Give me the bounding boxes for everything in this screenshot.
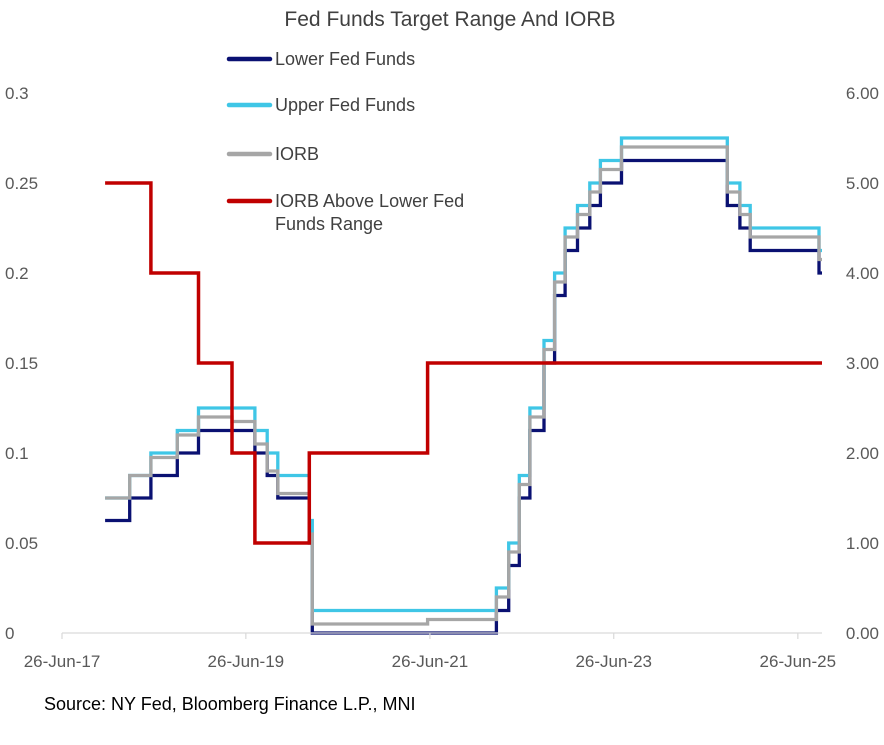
series-line-3 <box>105 181 822 545</box>
y-right-tick-label: 2.00 <box>846 444 879 463</box>
y-left-tick-label: 0.25 <box>5 174 38 193</box>
y-left-tick-label: 0.1 <box>5 444 29 463</box>
y-left-tick-label: 0.2 <box>5 264 29 283</box>
y-axis-right: 0.00 1.00 2.00 3.00 4.00 5.00 6.00 <box>846 84 879 643</box>
legend-label-0: Lower Fed Funds <box>275 49 415 69</box>
y-left-tick-label: 0.3 <box>5 84 29 103</box>
chart: Fed Funds Target Range And IORB 26-Jun-1… <box>5 8 879 671</box>
y-left-tick-label: 0 <box>5 624 14 643</box>
series-line-1 <box>105 136 822 613</box>
x-axis: 26-Jun-17 26-Jun-19 26-Jun-21 26-Jun-23 26-J… <box>24 633 836 671</box>
source-note: Source: NY Fed, Bloomberg Finance L.P., … <box>44 694 416 714</box>
y-right-tick-label: 0.00 <box>846 624 879 643</box>
y-right-tick-label: 4.00 <box>846 264 879 283</box>
series-layer <box>105 136 822 635</box>
chart-title: Fed Funds Target Range And IORB <box>284 8 615 31</box>
y-right-tick-label: 1.00 <box>846 534 879 553</box>
y-right-tick-label: 5.00 <box>846 174 879 193</box>
series-line-2 <box>105 145 822 626</box>
y-left-tick-label: 0.05 <box>5 534 38 553</box>
y-right-tick-label: 3.00 <box>846 354 879 373</box>
x-tick-label: 26-Jun-21 <box>392 652 469 671</box>
x-tick-label: 26-Jun-17 <box>24 652 101 671</box>
legend-label-1: Upper Fed Funds <box>275 95 415 115</box>
y-left-tick-label: 0.15 <box>5 354 38 373</box>
y-axis-left: 0 0.05 0.1 0.15 0.2 0.25 0.3 <box>5 84 38 643</box>
x-tick-label: 26-Jun-19 <box>208 652 285 671</box>
series-line-0 <box>105 158 822 635</box>
x-tick-label: 26-Jun-25 <box>760 652 837 671</box>
legend-label-2: IORB <box>275 144 319 164</box>
x-tick-label: 26-Jun-23 <box>575 652 652 671</box>
legend-label-3: IORB Above Lower Fed Funds Range <box>275 191 464 234</box>
legend: Lower Fed Funds Upper Fed Funds IORB IORB A… <box>226 49 464 234</box>
y-right-tick-label: 6.00 <box>846 84 879 103</box>
